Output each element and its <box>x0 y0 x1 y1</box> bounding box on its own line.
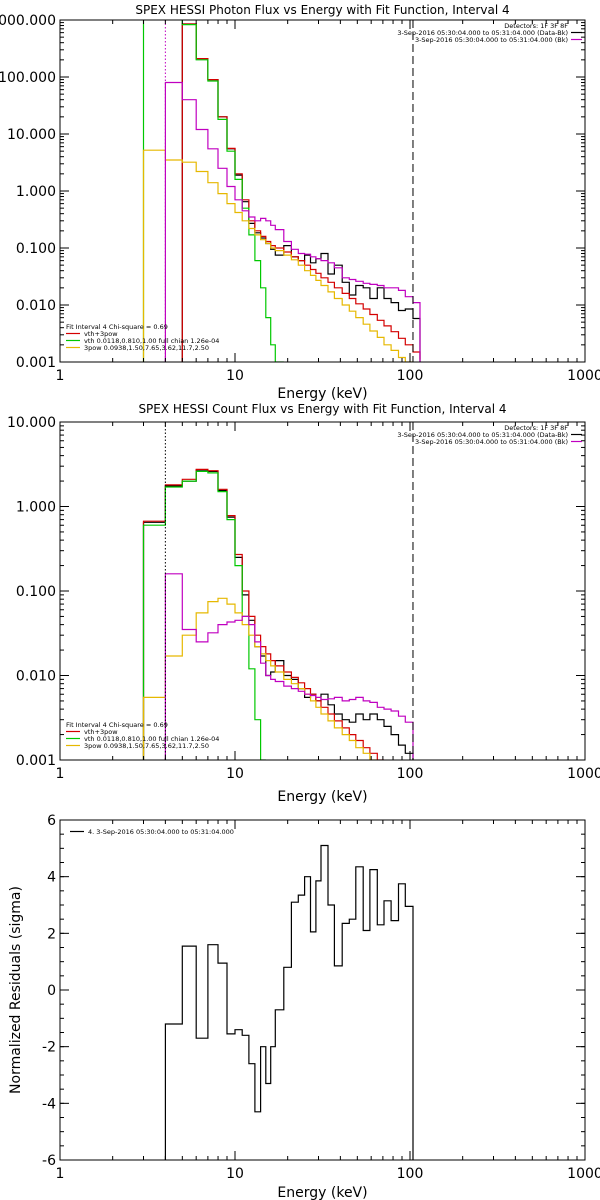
legend-entry: vth+3pow <box>84 728 118 736</box>
x-tick-label: 10 <box>226 766 244 782</box>
series-line-1 <box>164 844 414 1160</box>
header-text-line: 3-Sep-2016 05:30:04.000 to 05:31:04.000 … <box>415 36 568 44</box>
legend-entry: Fit Interval 4 Chi-square = 0.69 <box>66 721 168 729</box>
y-tick-label: 4 <box>47 870 56 886</box>
series-line-3 <box>142 20 284 362</box>
y-tick-label: 0.100 <box>16 241 56 257</box>
header-text-line: Detectors: 1F 3F 8F <box>504 424 568 432</box>
y-tick-label: 0.010 <box>16 669 56 685</box>
x-tick-label: 10 <box>226 1166 244 1182</box>
y-tick-label: 0.001 <box>16 753 56 769</box>
header-text-line: Detectors: 1F 3F 8F <box>504 22 568 30</box>
chart-title: SPEX HESSI Count Flux vs Energy with Fit… <box>138 402 506 416</box>
y-tick-label: 2 <box>47 926 56 942</box>
y-tick-label: 10.000 <box>7 415 56 431</box>
y-tick-label: 100.000 <box>0 70 56 86</box>
legend-entry: 4. 3-Sep-2016 05:30:04.000 to 05:31:04.0… <box>88 828 234 836</box>
plot-area <box>164 844 414 1160</box>
y-tick-label: 6 <box>47 813 56 829</box>
header-text-line: 3-Sep-2016 05:30:04.000 to 05:31:04.000 … <box>397 431 568 439</box>
legend-entry: vth 0.0118,0.810,1.00 full chian 1.26e-0… <box>84 337 219 345</box>
plot-frame <box>59 421 586 761</box>
y-axis-label: Normalized Residuals (sigma) <box>8 886 24 1094</box>
y-tick-label: 0.100 <box>16 584 56 600</box>
plot-frame <box>59 19 586 363</box>
residuals-panel: 1 10 100 1000 -6 -4 -2 0 2 4 6 Energy (keV) Normaliz… <box>8 813 600 1200</box>
header-text-line: 3-Sep-2016 05:30:04.000 to 05:31:04.000 … <box>397 29 568 37</box>
plot-area <box>142 468 414 760</box>
x-tick-label: 100 <box>397 368 424 384</box>
y-tick-label: 0.010 <box>16 298 56 314</box>
x-tick-label: 1000 <box>567 1166 600 1182</box>
x-tick-label: 100 <box>397 766 424 782</box>
series-line-1 <box>181 23 421 362</box>
chart-title: SPEX HESSI Photon Flux vs Energy with Fi… <box>135 3 509 17</box>
x-tick-label: 1 <box>56 368 65 384</box>
x-tick-label: 1 <box>56 1166 65 1182</box>
photon-flux-panel: 1 10 100 1000 0.001 0.010 0.100 1.000 10.000 100.… <box>0 3 600 402</box>
header-text-line: 3-Sep-2016 05:30:04.000 to 05:31:04.000 … <box>415 438 568 446</box>
series-line-5 <box>164 81 421 362</box>
y-tick-label: 1.000 <box>16 500 56 516</box>
count-flux-panel: 1 10 100 1000 0.001 0.010 0.100 1.000 10.000 SPEX… <box>7 402 600 805</box>
y-tick-label: 10.000 <box>7 127 56 143</box>
y-tick-label: -4 <box>42 1096 56 1112</box>
x-tick-label: 100 <box>397 1166 424 1182</box>
series-line-4 <box>142 149 413 362</box>
y-tick-label: 0.001 <box>16 355 56 371</box>
plot-area <box>142 20 421 362</box>
series-line-2 <box>181 23 421 362</box>
legend-entry: 3pow 0.0938,1.50,7.65,3.62,11.7,2.50 <box>84 742 209 750</box>
x-tick-label: 10 <box>226 368 244 384</box>
x-axis-label: Energy (keV) <box>277 1185 367 1200</box>
x-axis-label: Energy (keV) <box>277 789 367 805</box>
x-tick-label: 1000 <box>567 368 600 384</box>
legend-entry: 3pow 0.0938,1.50,7.65,3.62,11.7,2.50 <box>84 344 209 352</box>
y-tick-label: 1.000 <box>16 184 56 200</box>
series-line-5 <box>164 573 414 760</box>
legend-entry: vth 0.0118,0.810,1.00 full chian 1.26e-0… <box>84 735 219 743</box>
legend-entry: vth+3pow <box>84 330 118 338</box>
series-line-2 <box>142 468 384 760</box>
y-tick-label: -2 <box>42 1040 56 1056</box>
x-tick-label: 1000 <box>567 766 600 782</box>
series-line-3 <box>142 470 266 760</box>
y-tick-label: 1000.000 <box>0 13 56 29</box>
y-tick-label: -6 <box>42 1153 56 1169</box>
series-line-4 <box>142 597 378 760</box>
x-axis-label: Energy (keV) <box>277 386 367 402</box>
y-tick-label: 0 <box>47 983 56 999</box>
legend-entry: Fit Interval 4 Chi-square = 0.69 <box>66 323 168 331</box>
series-line-1 <box>142 469 414 760</box>
x-tick-label: 1 <box>56 766 65 782</box>
plot-frame <box>59 819 586 1161</box>
